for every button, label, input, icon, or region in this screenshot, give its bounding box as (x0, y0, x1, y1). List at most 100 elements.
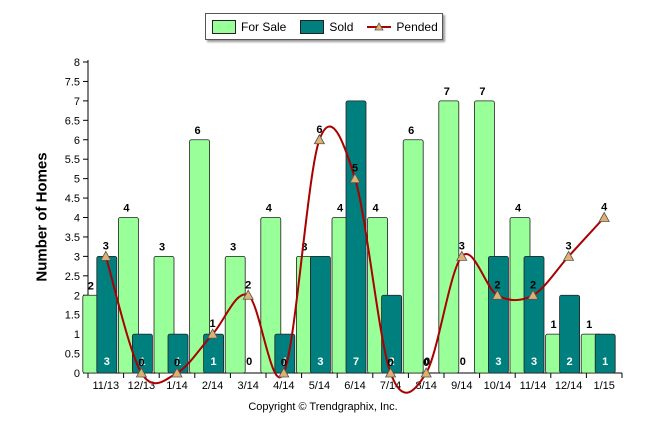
data-label-sold: 2 (389, 356, 395, 368)
y-tick-label: 5 (74, 174, 80, 186)
legend-swatch-pended (367, 21, 392, 30)
data-label-pended: 0 (174, 357, 180, 369)
legend-swatch-sold (300, 19, 325, 34)
marker-pended (313, 133, 326, 145)
marker-pended (527, 289, 539, 300)
data-label-sold: 3 (495, 356, 501, 368)
data-label-for-sale: 4 (123, 203, 130, 215)
data-label-pended: 6 (316, 124, 322, 136)
data-label-for-sale: 1 (551, 319, 557, 331)
marker-pended (206, 328, 219, 339)
x-tick-label: 10/14 (484, 380, 512, 392)
marker-pended (456, 250, 468, 261)
data-label-for-sale: 3 (301, 241, 307, 253)
legend-label-sold: Sold (329, 19, 354, 34)
bar-for-sale (224, 255, 246, 374)
data-label-for-sale: 7 (479, 86, 485, 98)
bar-sold (594, 333, 616, 374)
legend-item-sold: Sold (300, 19, 354, 34)
data-label-pended: 2 (245, 279, 251, 291)
data-label-for-sale: 3 (230, 241, 236, 253)
y-tick-label: 6 (74, 135, 80, 147)
y-axis-label: Number of Homes (33, 152, 51, 282)
data-label-pended: 2 (530, 279, 536, 291)
data-label-sold: 1 (175, 356, 181, 368)
bar-sold (523, 255, 545, 374)
y-tick-label: 4.5 (65, 193, 80, 205)
x-tick-label: 2/14 (202, 380, 223, 392)
marker-pended (598, 211, 610, 222)
marker-pended (562, 250, 575, 261)
x-tick-label: 11/14 (520, 380, 547, 392)
data-label-sold: 1 (139, 356, 145, 368)
marker-pended (491, 289, 504, 300)
marker-pended (349, 172, 361, 184)
x-tick-label: 8/14 (415, 380, 436, 392)
data-label-for-sale: 7 (444, 86, 450, 98)
data-label-pended: 2 (494, 279, 500, 291)
x-tick-label: 5/14 (309, 380, 330, 392)
x-tick-label: 11/13 (92, 380, 119, 392)
legend-label-pended: Pended (396, 19, 438, 34)
y-tick-label: 7 (74, 96, 80, 108)
bar-sold (487, 255, 509, 374)
bar-for-sale (402, 139, 424, 374)
data-label-pended: 3 (459, 240, 465, 252)
marker-pended (135, 367, 148, 378)
y-tick-label: 0.5 (65, 349, 80, 361)
data-label-sold: 1 (211, 356, 217, 368)
y-tick-label: 1 (74, 329, 80, 341)
bar-sold (309, 255, 331, 374)
data-label-sold: 3 (531, 356, 537, 368)
bar-for-sale (189, 139, 211, 374)
y-tick-label: 0 (74, 368, 80, 380)
data-label-sold: 3 (317, 356, 323, 368)
y-tick-label: 3 (74, 251, 80, 263)
legend-label-for-sale: For Sale (241, 19, 287, 34)
data-label-sold: 7 (353, 356, 359, 368)
data-label-sold: 0 (460, 356, 466, 368)
data-label-for-sale: 1 (586, 319, 592, 331)
data-label-for-sale: 3 (159, 241, 165, 253)
data-label-pended: 0 (423, 357, 429, 369)
x-tick-label: 6/14 (344, 380, 365, 392)
data-label-pended: 3 (103, 240, 109, 252)
y-tick-label: 6.5 (65, 115, 80, 127)
copyright-footer: Copyright © Trendgraphix, Inc. (248, 401, 398, 413)
data-label-pended: 4 (601, 202, 608, 214)
bar-sold (559, 294, 580, 374)
marker-pended (171, 367, 183, 378)
data-label-pended: 0 (281, 357, 287, 369)
data-label-for-sale: 6 (408, 125, 414, 137)
x-tick-label: 4/14 (273, 380, 294, 392)
data-label-sold: 1 (602, 356, 608, 368)
data-label-pended: 1 (210, 318, 216, 330)
y-tick-label: 2.5 (65, 271, 80, 283)
bar-for-sale (438, 100, 460, 374)
x-tick-label: 12/13 (128, 380, 156, 392)
data-label-sold: 2 (567, 356, 573, 368)
y-tick-label: 2 (74, 290, 80, 302)
data-label-sold: 1 (282, 356, 288, 368)
y-tick-label: 5.5 (65, 154, 80, 166)
y-tick-label: 4 (74, 213, 80, 225)
x-tick-label: 7/14 (380, 380, 401, 392)
x-tick-label: 12/14 (555, 380, 583, 392)
x-tick-label: 1/15 (593, 380, 614, 392)
data-label-sold: 3 (104, 356, 110, 368)
data-label-sold: 0 (424, 356, 430, 368)
legend: For Sale Sold Pended (205, 13, 443, 40)
y-tick-label: 8 (74, 57, 80, 69)
data-label-for-sale: 6 (195, 125, 201, 137)
marker-pended (384, 367, 397, 378)
marker-pended (242, 289, 254, 300)
y-tick-label: 1.5 (65, 310, 80, 322)
legend-item-pended: Pended (367, 19, 438, 34)
bar-sold (345, 100, 367, 374)
data-label-for-sale: 2 (88, 280, 94, 292)
legend-item-for-sale: For Sale (212, 19, 287, 34)
data-label-sold: 0 (246, 356, 252, 368)
x-tick-label: 1/14 (166, 380, 187, 392)
data-label-pended: 0 (138, 357, 144, 369)
